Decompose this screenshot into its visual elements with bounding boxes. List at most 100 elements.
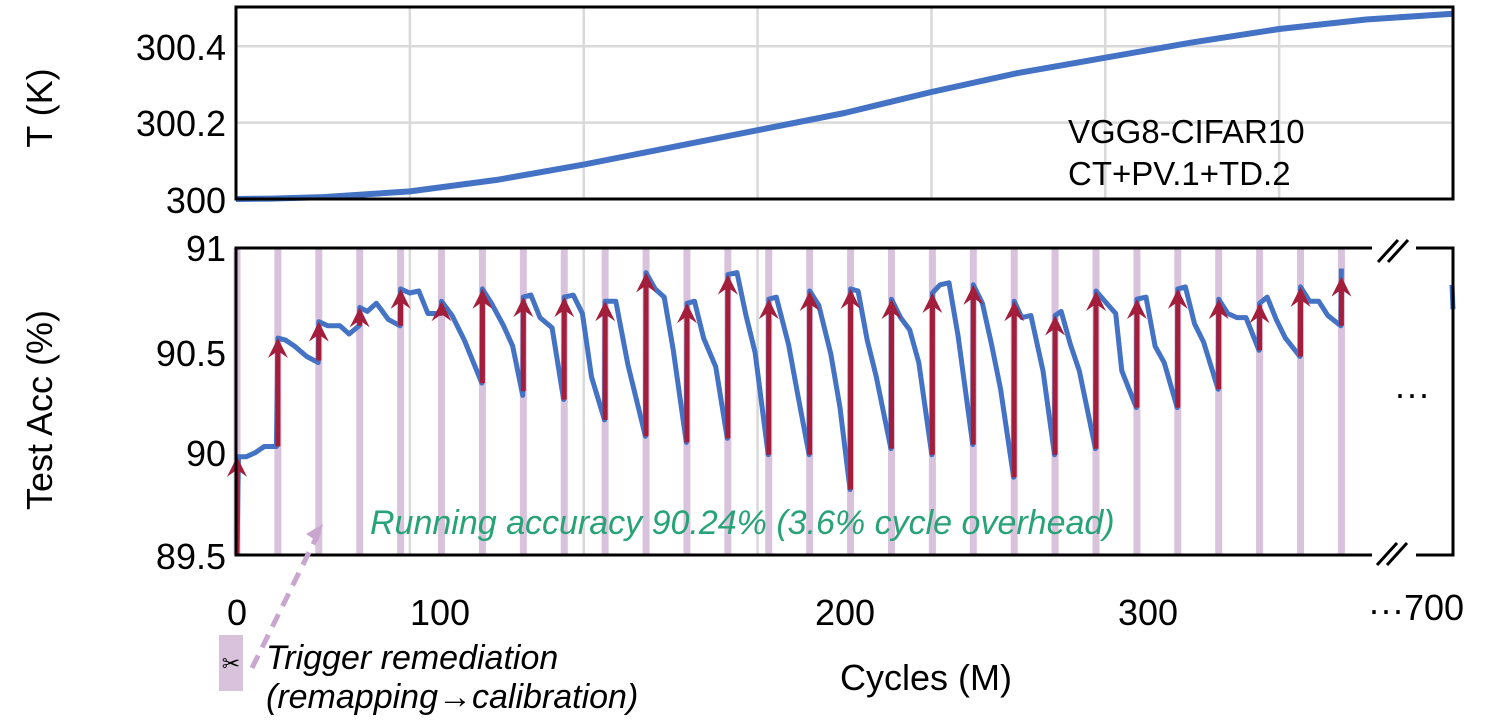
arrow-head <box>881 299 902 320</box>
remediation-arrow <box>799 290 820 455</box>
remediation-arrow <box>431 301 452 322</box>
remediation-band <box>356 248 364 555</box>
top-ytick-label: 300.4 <box>136 27 226 68</box>
remediation-band <box>315 248 323 555</box>
remediation-band <box>519 248 527 555</box>
top-ytick-label: 300 <box>166 180 226 221</box>
remediation-arrow <box>1004 301 1025 478</box>
arrow-head <box>717 274 738 295</box>
x-tick-label: 700 <box>1404 587 1464 628</box>
arrow-head <box>636 272 657 293</box>
remediation-arrow <box>881 299 902 449</box>
remediation-arrow <box>595 301 616 420</box>
bottom-ytick-label: 90 <box>186 433 226 474</box>
remediation-arrow <box>636 272 657 437</box>
remediation-band <box>1215 248 1223 555</box>
temperature-line <box>235 10 1454 202</box>
remediation-arrow <box>349 307 370 328</box>
break-ellipsis: ··· <box>1394 373 1430 414</box>
remediation-arrow <box>963 284 984 445</box>
arrow-head <box>1167 288 1188 309</box>
arrow-head <box>963 284 984 305</box>
arrow-head <box>308 321 329 342</box>
temperature-series <box>235 10 1454 202</box>
arrow-head <box>349 307 370 328</box>
bottom-ytick-label: 89.5 <box>156 536 226 577</box>
top-ytick-label: 300.2 <box>136 103 226 144</box>
arrow-head <box>1045 315 1066 336</box>
arrow-head <box>390 288 411 309</box>
remediation-arrow <box>1331 276 1352 326</box>
remediation-arrow <box>472 288 493 384</box>
x-tick-label: 300 <box>1118 592 1178 633</box>
arrow-head <box>267 338 288 359</box>
legend-label-line1: Trigger remediation <box>266 639 558 677</box>
arrow-head <box>799 290 820 311</box>
remediation-arrow <box>758 299 779 455</box>
remediation-arrow <box>308 321 329 361</box>
bottom-plot-frame <box>234 246 1455 557</box>
arrow-head <box>1249 303 1270 324</box>
arrow-head <box>431 301 452 322</box>
top-plot-frame <box>234 5 1455 201</box>
model-annotation-line2: CT+PV.1+TD.2 <box>1068 155 1291 192</box>
remediation-arrow <box>1249 303 1270 351</box>
x-axis-label: Cycles (M) <box>840 657 1012 698</box>
axis-break-bottom <box>1372 541 1416 567</box>
remediation-band <box>478 248 486 555</box>
bottom-y-axis-label: Test Acc (%) <box>19 310 60 510</box>
arrow-head <box>758 299 779 320</box>
bottom-ytick-label: 91 <box>186 228 226 269</box>
axis-break-top <box>1372 238 1416 264</box>
legend-pointer-dashed-line <box>249 528 323 670</box>
remediation-band <box>1297 248 1305 555</box>
model-annotation-line1: VGG8-CIFAR10 <box>1068 113 1305 150</box>
remediation-arrow <box>390 288 411 326</box>
arrow-head <box>840 288 861 309</box>
running-accuracy-text: Running accuracy 90.24% (3.6% cycle over… <box>370 504 1115 542</box>
bottom-ytick-label: 90.5 <box>156 333 226 374</box>
bottom-grid <box>408 248 759 555</box>
arrow-head <box>1086 290 1107 311</box>
remediation-arrow <box>513 297 534 392</box>
x-tick-break-dots: ··· <box>1368 589 1404 630</box>
x-tick-label: 200 <box>815 592 875 633</box>
legend-label-line2: (remapping→calibration) <box>266 678 638 716</box>
remediation-arrow <box>1126 299 1147 408</box>
remediation-arrow <box>1167 288 1188 408</box>
arrow-head <box>1331 276 1352 297</box>
remediation-arrow <box>676 303 697 443</box>
remediation-arrow <box>554 297 575 400</box>
remediation-arrow <box>1045 315 1066 455</box>
remediation-band <box>1337 248 1345 555</box>
top-grid <box>236 7 1453 199</box>
remediation-arrow <box>1086 290 1107 449</box>
x-tick-label: 0 <box>227 592 247 633</box>
remediation-arrow <box>267 338 288 447</box>
x-tick-label: 100 <box>410 592 470 633</box>
legend-pointer-arrowhead <box>306 524 323 542</box>
arrow-head <box>676 303 697 324</box>
tools-icon: ✂ <box>222 651 240 676</box>
accuracy-line <box>234 268 1344 556</box>
arrow-head <box>1290 286 1311 307</box>
arrow-head <box>1004 301 1025 322</box>
remediation-arrow <box>840 288 861 490</box>
remediation-arrow <box>1208 299 1229 390</box>
legend-band-swatch <box>219 635 243 691</box>
arrow-head <box>472 288 493 309</box>
arrow-head <box>922 293 943 314</box>
arrow-head <box>595 301 616 322</box>
remediation-band <box>397 248 405 555</box>
remediation-band <box>1256 248 1264 555</box>
arrow-head <box>1126 299 1147 320</box>
arrow-head <box>554 297 575 318</box>
arrow-head <box>513 297 534 318</box>
remediation-arrows <box>227 272 1352 555</box>
remediation-arrow <box>1290 286 1311 357</box>
remediation-arrow <box>922 293 943 455</box>
arrow-head <box>1208 299 1229 320</box>
top-y-axis-label: T (K) <box>19 68 60 147</box>
remediation-band <box>438 248 446 555</box>
